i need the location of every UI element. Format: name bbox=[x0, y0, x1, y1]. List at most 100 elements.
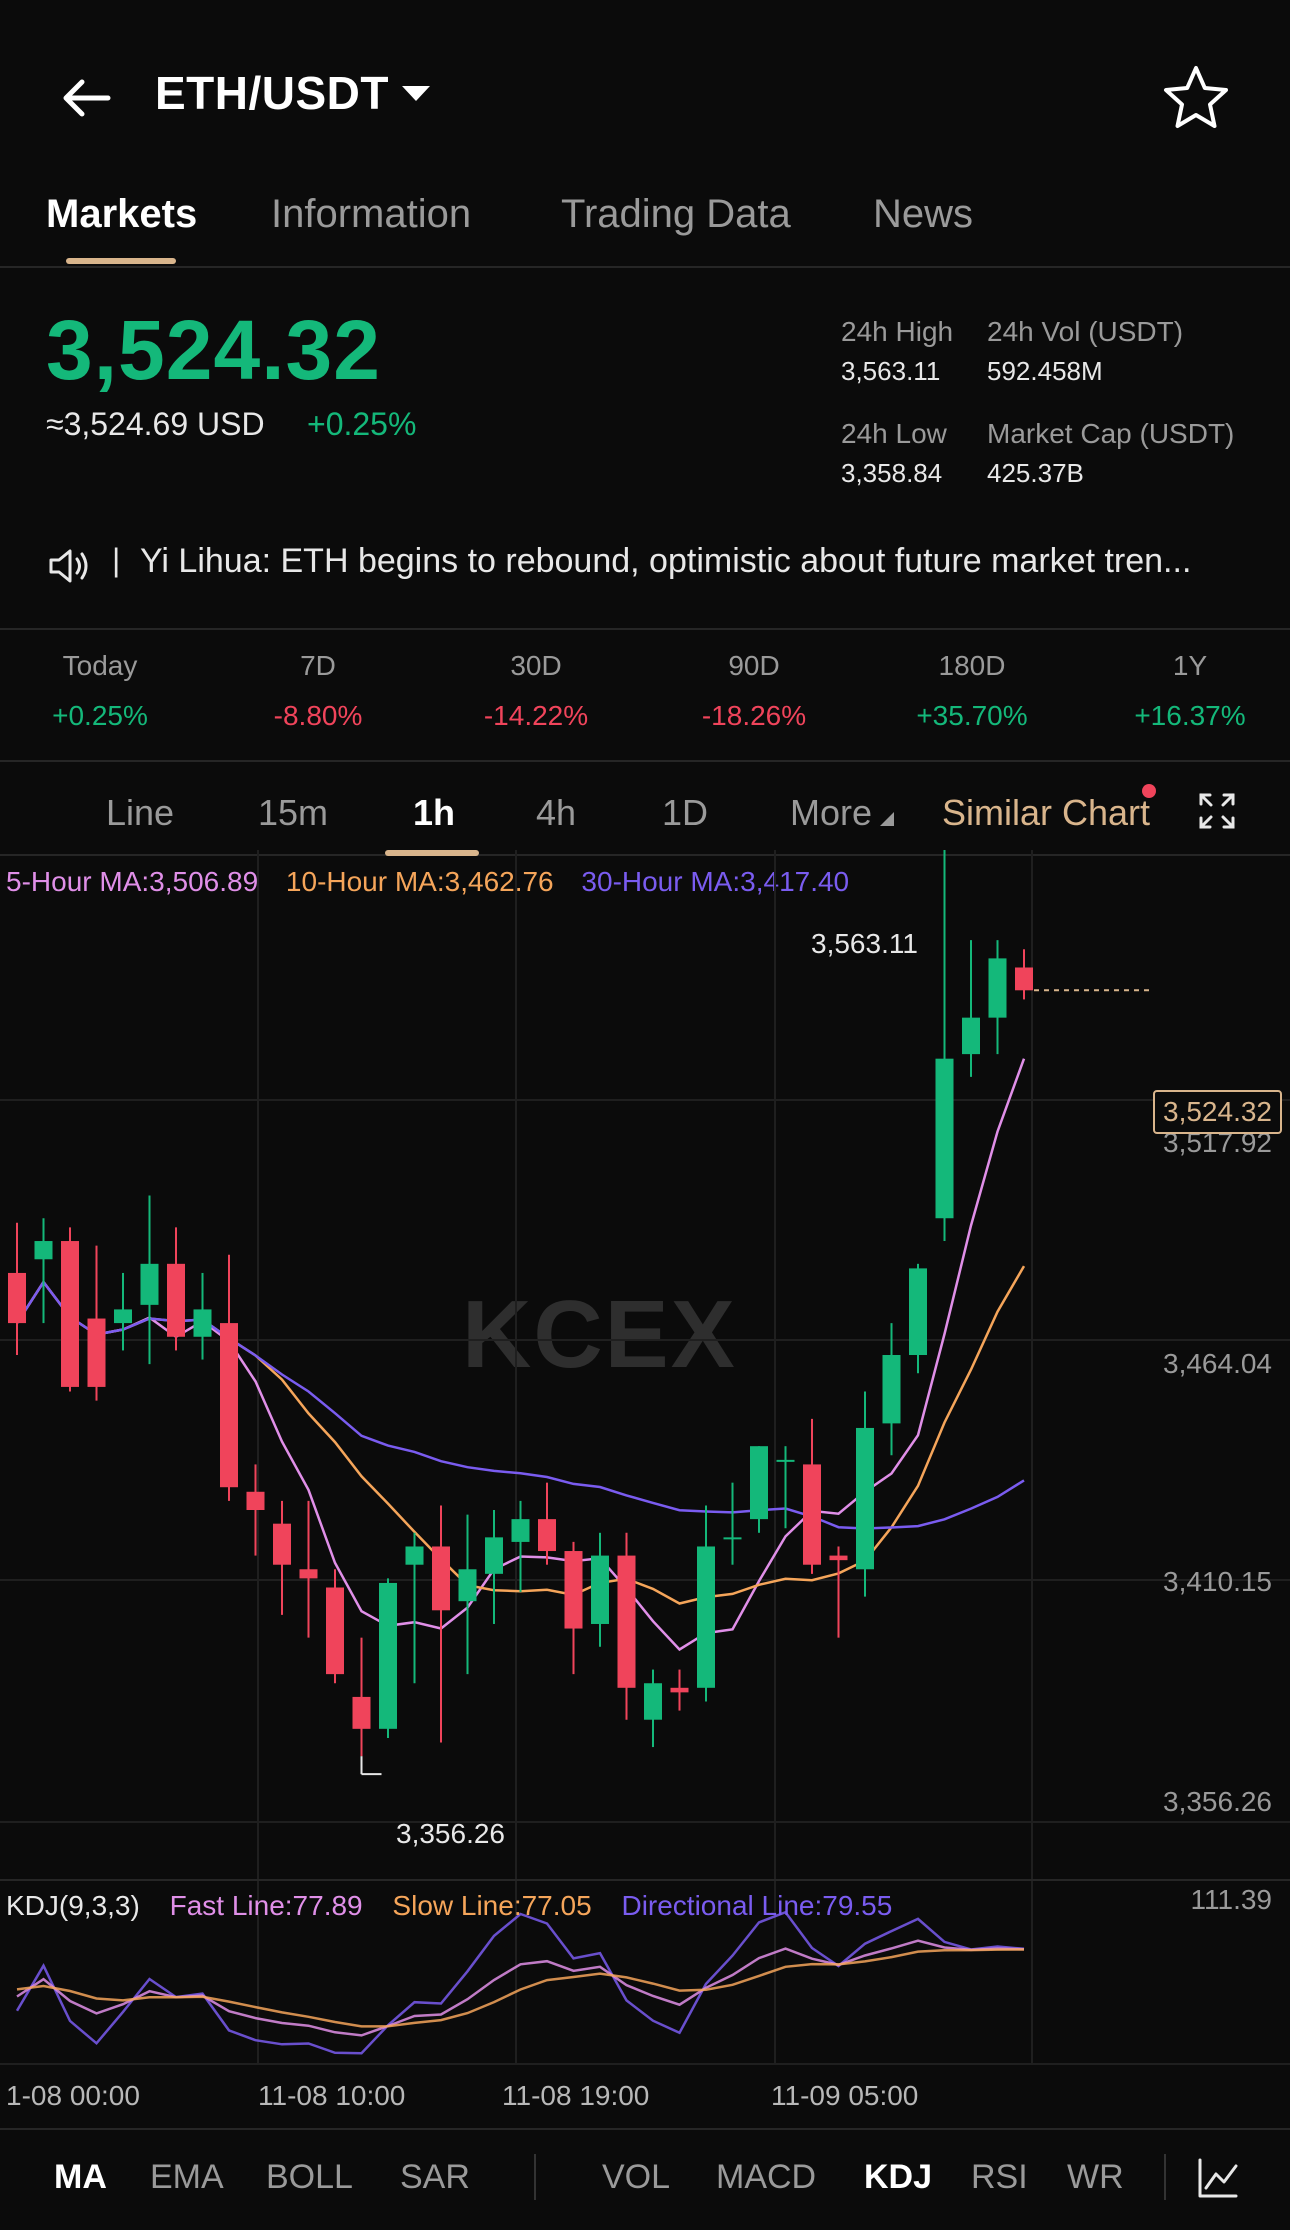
low-label: 24h Low bbox=[841, 418, 947, 449]
candle-body bbox=[220, 1323, 238, 1488]
fullscreen-icon[interactable] bbox=[1198, 792, 1236, 830]
tab-trading-data[interactable]: Trading Data bbox=[561, 192, 791, 236]
interval-15m[interactable]: 15m bbox=[258, 792, 329, 833]
news-headline[interactable]: Yi Lihua: ETH begins to rebound, optimis… bbox=[140, 542, 1192, 580]
tab-markets[interactable]: Markets bbox=[46, 192, 198, 236]
candle bbox=[61, 1227, 79, 1392]
candle-body bbox=[723, 1537, 742, 1540]
kdj-legend: KDJ(9,3,3) Fast Line:77.89 Slow Line:77.… bbox=[6, 1890, 914, 1922]
indicator-kdj[interactable]: KDJ bbox=[864, 2158, 933, 2196]
candle bbox=[193, 1272, 212, 1360]
indicator-boll[interactable]: BOLL bbox=[266, 2158, 353, 2196]
candle-body bbox=[352, 1696, 371, 1729]
perf-1y: 1Y +16.37% bbox=[1110, 650, 1270, 732]
candle-body bbox=[988, 958, 1007, 1018]
candles bbox=[8, 850, 1033, 1757]
chart-grid bbox=[0, 850, 1290, 2065]
perf-value: -8.80% bbox=[273, 700, 363, 731]
interval-more[interactable]: More bbox=[790, 792, 873, 833]
tab-information[interactable]: Information bbox=[271, 192, 472, 236]
candle-body bbox=[697, 1546, 715, 1688]
kdj-lines bbox=[15, 1910, 1025, 2055]
candle-body bbox=[432, 1546, 450, 1611]
y-axis-label: 3,356.26 bbox=[1163, 1786, 1272, 1817]
candle-body bbox=[617, 1555, 636, 1688]
candle bbox=[803, 1418, 821, 1574]
indicator-macd[interactable]: MACD bbox=[716, 2158, 817, 2196]
candle-body bbox=[458, 1569, 477, 1602]
indicator-ema[interactable]: EMA bbox=[150, 2158, 224, 2196]
candle bbox=[591, 1532, 609, 1647]
candle bbox=[617, 1532, 636, 1720]
candle bbox=[140, 1195, 159, 1365]
candle-body bbox=[829, 1555, 848, 1561]
volume-label: 24h Vol (USDT) bbox=[987, 316, 1184, 347]
tab-news[interactable]: News bbox=[873, 192, 974, 236]
candle-body bbox=[8, 1272, 26, 1324]
news-ticker[interactable]: | Yi Lihua: ETH begins to rebound, optim… bbox=[0, 520, 1290, 630]
candle bbox=[8, 1222, 26, 1356]
interval-4h[interactable]: 4h bbox=[536, 792, 577, 833]
candle-body bbox=[856, 1427, 874, 1570]
perf-180d: 180D +35.70% bbox=[892, 650, 1052, 732]
candle bbox=[935, 850, 954, 1242]
perf-label: 7D bbox=[300, 650, 336, 681]
kdj-directional: Directional Line:79.55 bbox=[621, 1890, 893, 1921]
indicator-wr[interactable]: WR bbox=[1067, 2158, 1124, 2196]
indicator-bar: MA EMA BOLL SAR VOL MACD KDJ RSI WR bbox=[0, 2128, 1290, 2230]
candle bbox=[909, 1263, 927, 1374]
candle-body bbox=[564, 1551, 583, 1629]
candle bbox=[432, 1505, 450, 1743]
candle bbox=[750, 1446, 768, 1533]
candle bbox=[458, 1514, 477, 1675]
perf-label: 1Y bbox=[1172, 650, 1208, 681]
active-tab-indicator bbox=[66, 258, 176, 264]
speaker-icon bbox=[48, 546, 92, 586]
perf-30d: 30D -14.22% bbox=[456, 650, 616, 732]
candle-body bbox=[34, 1241, 53, 1260]
candle-body bbox=[511, 1519, 530, 1542]
candle bbox=[352, 1637, 371, 1757]
indicator-settings-icon[interactable] bbox=[1196, 2156, 1240, 2200]
interval-1d[interactable]: 1D bbox=[662, 792, 709, 833]
interval-line[interactable]: Line bbox=[106, 792, 175, 833]
x-axis-label: 11-08 10:00 bbox=[258, 2080, 406, 2111]
perf-value: -18.26% bbox=[701, 700, 807, 731]
candle-body bbox=[246, 1491, 265, 1511]
perf-value: +0.25% bbox=[52, 700, 148, 731]
candlestick-chart[interactable] bbox=[0, 850, 1290, 2130]
similar-chart-button[interactable]: Similar Chart bbox=[942, 792, 1151, 833]
indicator-sar[interactable]: SAR bbox=[400, 2158, 470, 2196]
perf-value: +35.70% bbox=[916, 700, 1028, 731]
volume-value: 592.458M bbox=[987, 356, 1103, 386]
candle-body bbox=[776, 1459, 795, 1462]
candle-body bbox=[538, 1519, 556, 1552]
kcex-watermark: KCEX bbox=[462, 1281, 737, 1388]
market-cap-label: Market Cap (USDT) bbox=[987, 418, 1235, 449]
indicator-rsi[interactable]: RSI bbox=[971, 2158, 1028, 2196]
price-markers bbox=[360, 989, 1153, 1776]
pair-selector-label[interactable]: ETH/USDT bbox=[155, 67, 389, 119]
candle bbox=[220, 1254, 238, 1501]
candle-body bbox=[140, 1263, 159, 1305]
candle bbox=[962, 940, 980, 1077]
candle bbox=[34, 1218, 53, 1324]
usd-price: ≈3,524.69 USD bbox=[46, 406, 265, 442]
candle-body bbox=[326, 1587, 344, 1675]
indicator-ma[interactable]: MA bbox=[54, 2158, 107, 2196]
caret-down-icon[interactable] bbox=[402, 86, 430, 101]
perf-label: 30D bbox=[510, 650, 562, 681]
candle-body bbox=[1015, 967, 1033, 991]
arrow-left-icon[interactable] bbox=[52, 62, 124, 134]
candle bbox=[697, 1505, 715, 1702]
candle bbox=[564, 1541, 583, 1675]
star-icon[interactable] bbox=[1158, 60, 1234, 136]
interval-1h[interactable]: 1h bbox=[413, 792, 456, 833]
perf-today: Today +0.25% bbox=[20, 650, 180, 732]
candle bbox=[326, 1569, 344, 1684]
candle bbox=[511, 1500, 530, 1593]
perf-7d: 7D -8.80% bbox=[238, 650, 398, 732]
candle-body bbox=[405, 1546, 424, 1565]
indicator-vol[interactable]: VOL bbox=[602, 2158, 671, 2196]
candle-body bbox=[193, 1309, 212, 1337]
